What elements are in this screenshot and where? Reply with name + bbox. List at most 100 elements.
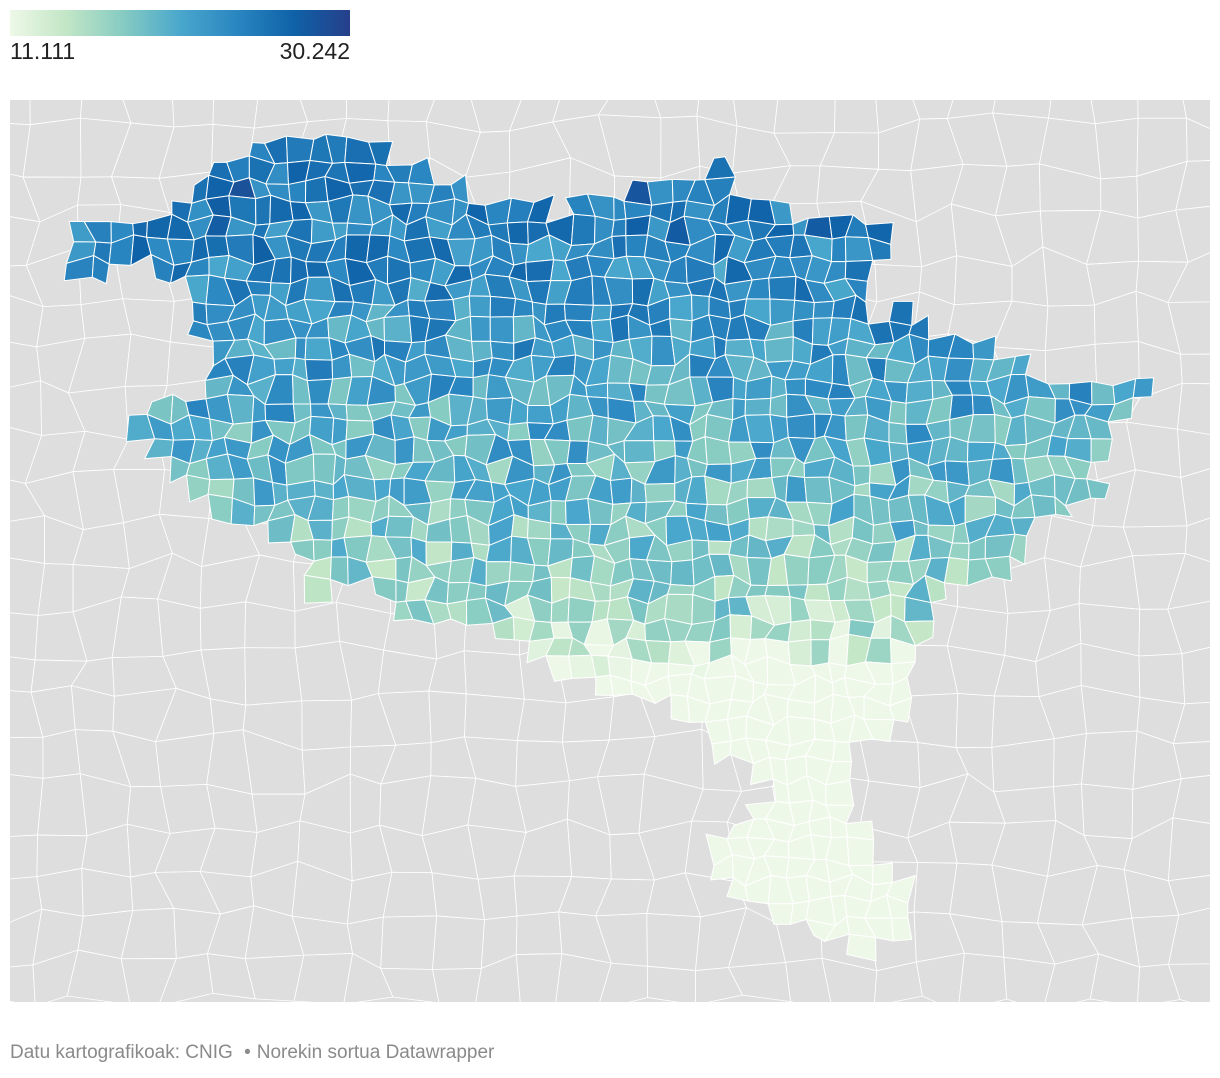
municipality[interactable] — [810, 639, 831, 667]
municipality[interactable] — [383, 315, 413, 344]
municipality[interactable] — [943, 556, 970, 587]
municipality[interactable] — [489, 316, 515, 344]
municipality[interactable] — [204, 235, 230, 259]
municipality[interactable] — [670, 559, 695, 587]
municipality[interactable] — [943, 357, 975, 382]
municipality[interactable] — [670, 694, 691, 724]
municipality[interactable] — [726, 715, 748, 742]
municipality[interactable] — [585, 382, 609, 399]
municipality[interactable] — [644, 482, 676, 503]
municipality[interactable] — [346, 222, 374, 236]
municipality[interactable] — [570, 213, 596, 247]
municipality[interactable] — [984, 555, 1013, 582]
municipality[interactable] — [966, 441, 996, 463]
municipality[interactable] — [506, 221, 529, 246]
municipality[interactable] — [526, 404, 554, 425]
municipality[interactable] — [512, 298, 534, 318]
municipality[interactable] — [564, 497, 592, 525]
municipality[interactable] — [1107, 396, 1134, 423]
municipality[interactable] — [786, 698, 815, 720]
municipality[interactable] — [303, 574, 333, 604]
municipality[interactable] — [732, 376, 747, 401]
municipality[interactable] — [1054, 495, 1074, 518]
municipality[interactable] — [812, 300, 835, 319]
municipality[interactable] — [803, 583, 831, 602]
municipality[interactable] — [303, 276, 336, 303]
municipality[interactable] — [646, 178, 674, 206]
municipality[interactable] — [590, 318, 614, 344]
municipality[interactable] — [304, 359, 334, 382]
municipality[interactable] — [550, 500, 567, 526]
municipality[interactable] — [469, 315, 491, 342]
municipality[interactable] — [611, 235, 627, 260]
municipality[interactable] — [890, 917, 913, 942]
municipality[interactable] — [304, 337, 333, 361]
municipality[interactable] — [623, 440, 656, 464]
municipality[interactable] — [769, 393, 788, 418]
municipality[interactable] — [511, 514, 529, 539]
municipality[interactable] — [508, 561, 536, 583]
municipality[interactable] — [888, 400, 907, 425]
municipality[interactable] — [846, 836, 875, 867]
municipality[interactable] — [768, 275, 797, 301]
municipality[interactable] — [285, 135, 315, 164]
municipality[interactable] — [526, 518, 552, 540]
municipality[interactable] — [863, 718, 895, 743]
municipality[interactable] — [828, 633, 850, 667]
municipality[interactable] — [1009, 533, 1028, 566]
municipality[interactable] — [609, 314, 630, 344]
municipality[interactable] — [744, 397, 772, 416]
municipality[interactable] — [869, 495, 891, 526]
municipality[interactable] — [394, 436, 415, 466]
municipality[interactable] — [1046, 434, 1069, 457]
municipality[interactable] — [563, 303, 594, 322]
municipality[interactable] — [729, 614, 753, 641]
municipality[interactable] — [611, 218, 627, 238]
credit-link[interactable]: Norekin sortua Datawrapper — [256, 1042, 495, 1063]
municipality[interactable] — [253, 477, 276, 507]
municipality[interactable] — [1086, 478, 1111, 500]
municipality[interactable] — [903, 620, 935, 647]
municipality[interactable] — [294, 337, 307, 361]
municipality[interactable] — [1030, 494, 1057, 518]
municipality[interactable] — [255, 194, 272, 226]
municipality[interactable] — [803, 476, 833, 505]
municipality[interactable] — [889, 697, 913, 723]
municipality[interactable] — [304, 175, 329, 204]
municipality[interactable] — [625, 214, 651, 237]
municipality[interactable] — [423, 298, 457, 322]
municipality[interactable] — [764, 584, 791, 598]
municipality[interactable] — [525, 259, 555, 283]
municipality[interactable] — [669, 294, 693, 322]
municipality[interactable] — [844, 259, 874, 282]
municipality[interactable] — [708, 540, 732, 555]
municipality[interactable] — [566, 440, 590, 465]
municipality[interactable] — [888, 421, 908, 445]
municipality[interactable] — [287, 180, 307, 204]
municipality[interactable] — [465, 581, 487, 602]
municipality[interactable] — [1090, 438, 1113, 464]
municipality[interactable] — [825, 779, 855, 806]
municipality[interactable] — [764, 336, 794, 363]
municipality[interactable] — [609, 477, 633, 505]
municipality[interactable] — [344, 234, 371, 264]
municipality[interactable] — [832, 740, 852, 763]
municipality[interactable] — [784, 378, 806, 396]
municipality[interactable] — [207, 493, 233, 525]
municipality[interactable] — [783, 553, 810, 586]
municipality[interactable] — [273, 357, 296, 376]
municipality[interactable] — [787, 639, 812, 667]
municipality[interactable] — [867, 236, 892, 261]
municipality[interactable] — [625, 234, 649, 258]
municipality[interactable] — [489, 295, 517, 318]
municipality[interactable] — [785, 475, 808, 503]
municipality[interactable] — [787, 619, 812, 643]
municipality[interactable] — [590, 304, 613, 322]
municipality[interactable] — [830, 236, 847, 263]
municipality[interactable] — [724, 338, 755, 358]
municipality[interactable] — [1091, 380, 1116, 406]
municipality[interactable] — [967, 414, 996, 444]
municipality[interactable] — [924, 574, 947, 604]
municipality[interactable] — [507, 422, 531, 442]
municipality[interactable] — [331, 495, 350, 521]
